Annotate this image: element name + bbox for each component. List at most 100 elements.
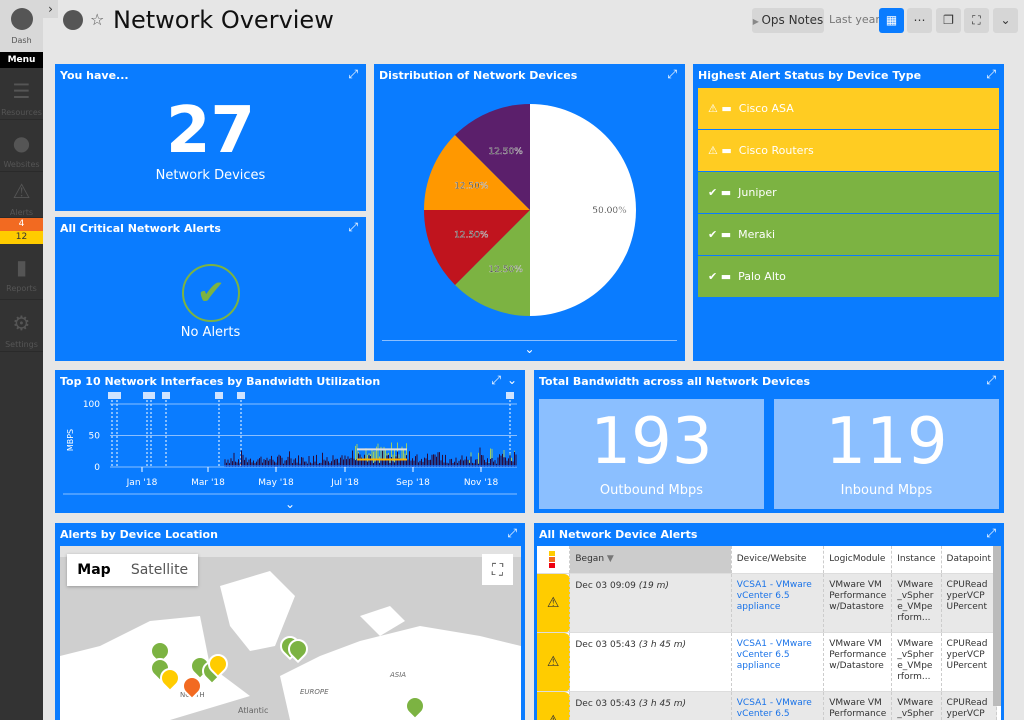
table-row[interactable]: ⚠ Dec 03 05:43 (3 h 45 m) VCSA1 - VMware…: [537, 691, 998, 720]
device-type-name: Juniper: [738, 186, 777, 199]
folder-icon: ▬: [721, 102, 732, 115]
sidebar-item-dash[interactable]: Dash: [0, 0, 43, 52]
instance-cell: VMware_vSphere_VMperform...: [891, 573, 942, 633]
map-canvas[interactable]: Map Satellite ⛶ EUROPE ASIA NORTH Atlant…: [60, 546, 521, 720]
dash-label: Dash: [11, 36, 32, 45]
dots-icon: ⋯: [913, 13, 926, 27]
device-type-row[interactable]: ⚠ ▬ Cisco Routers: [698, 130, 999, 171]
expand-icon[interactable]: ⤢: [507, 526, 517, 540]
x-tick-label: Mar '18: [191, 478, 225, 488]
widget-title: All Network Device Alerts: [539, 528, 698, 541]
column-datapoint[interactable]: Datapoint: [941, 546, 998, 574]
warning-count-badge[interactable]: 12: [0, 231, 43, 244]
device-count-label: Network Devices: [155, 168, 266, 183]
column-logicmodule[interactable]: LogicModule: [823, 546, 893, 574]
device-type-name: Cisco Routers: [738, 144, 814, 157]
map-fullscreen-button[interactable]: ⛶: [482, 554, 513, 585]
dashboard-options-button[interactable]: ⋯: [907, 8, 932, 33]
table-scrollbar[interactable]: [993, 546, 1001, 706]
map-type-control: Map Satellite: [67, 554, 198, 586]
document-icon: ▮: [15, 255, 27, 279]
annotation-marker: [162, 392, 170, 399]
favorite-star-icon[interactable]: ☆: [90, 10, 105, 29]
more-button[interactable]: ⌄: [993, 8, 1018, 33]
expand-icon[interactable]: ⤢: [986, 67, 996, 81]
expand-sidebar-button[interactable]: ›: [43, 0, 58, 18]
chevron-down-icon[interactable]: ⌄: [285, 497, 295, 510]
sort-desc-icon: ▼: [606, 554, 614, 564]
logicmodule-cell: VMware VM Performance w/Datastore: [823, 632, 893, 692]
inbound-value: 119: [825, 405, 948, 479]
instance-cell: VMware_vSphere_VMperform...: [891, 632, 942, 692]
severity-column-icon[interactable]: [537, 546, 571, 574]
folder-icon: ▬: [721, 144, 732, 157]
chevron-down-icon[interactable]: ⌄: [524, 342, 535, 356]
slides-icon: ❐: [943, 13, 954, 27]
device-type-row[interactable]: ⚠ ▬ Cisco ASA: [698, 88, 999, 129]
pie-slice[interactable]: [424, 135, 530, 210]
sidebar-item-reports[interactable]: ▮ Reports: [0, 244, 43, 300]
satellite-button[interactable]: Satellite: [130, 562, 189, 578]
column-instance[interactable]: Instance: [891, 546, 942, 574]
error-count-badge[interactable]: 4: [0, 218, 43, 231]
expand-icon[interactable]: ⤢: [491, 373, 501, 387]
pie-slice[interactable]: [424, 210, 530, 285]
expand-icon[interactable]: ⤢: [667, 67, 677, 81]
began-time: Dec 03 05:43: [575, 640, 636, 650]
expand-icon[interactable]: ⤢: [986, 526, 996, 540]
pie-slice[interactable]: [530, 104, 636, 316]
y-tick-label: 50: [89, 432, 101, 442]
bandwidth-chart: 100 50 0 MBPS Jan '18 Mar '18 May '18 Jul '18 Se…: [63, 392, 517, 510]
device-type-row[interactable]: ✔ ▬ Palo Alto: [698, 256, 999, 297]
device-link[interactable]: VCSA1 - VMware vCenter 6.5: [736, 698, 812, 719]
logicmodule-cell: VMware VM Performance w/Datastore: [823, 573, 893, 633]
expand-icon[interactable]: ⤢: [986, 373, 996, 387]
device-type-name: Cisco ASA: [738, 102, 794, 115]
elapsed: (3 h 45 m): [638, 640, 687, 650]
menu-label[interactable]: Menu: [0, 52, 43, 68]
device-link[interactable]: VCSA1 - VMware vCenter 6.5 appliance: [736, 639, 812, 671]
outbound-tile: 193 Outbound Mbps: [539, 399, 764, 509]
widget-title: You have...: [60, 69, 129, 82]
map-button[interactable]: Map: [77, 562, 111, 578]
pie-label: 50.00%: [592, 206, 627, 216]
elapsed: (3 h 45 m): [638, 699, 687, 709]
annotation-marker: [108, 392, 116, 399]
widget-map: Alerts by Device Location ⤢ Map Satellit…: [55, 523, 525, 720]
slideshow-button[interactable]: ❐: [936, 8, 961, 33]
sidebar-item-alerts[interactable]: ⚠ Alerts: [0, 172, 43, 218]
calendar-button[interactable]: ▦: [879, 8, 904, 33]
annotation-marker: [215, 392, 223, 399]
device-link[interactable]: VCSA1 - VMware vCenter 6.5 appliance: [736, 580, 812, 612]
label: Reports: [6, 284, 37, 293]
pie-slice[interactable]: [455, 210, 530, 316]
widget-all-alerts: All Network Device Alerts ⤢ Began ▼ Devi…: [534, 523, 1004, 720]
device-type-row[interactable]: ✔ ▬ Juniper: [698, 172, 999, 213]
alerts-table: Began ▼ Device/Website LogicModule Insta…: [537, 546, 998, 720]
chevron-down-icon[interactable]: ⌄: [506, 373, 517, 387]
warning-icon: ⚠: [537, 632, 571, 692]
began-time: Dec 03 05:43: [575, 699, 636, 709]
pie-slice[interactable]: [455, 104, 530, 210]
expand-icon[interactable]: ⤢: [348, 67, 358, 81]
device-type-row[interactable]: ✔ ▬ Meraki: [698, 214, 999, 255]
table-row[interactable]: ⚠ Dec 03 09:09 (19 m) VCSA1 - VMware vCe…: [537, 573, 998, 633]
gear-icon: ⚙: [12, 311, 31, 335]
map-label-europe: EUROPE: [300, 688, 329, 696]
label: Settings: [5, 340, 38, 349]
column-device[interactable]: Device/Website: [731, 546, 825, 574]
sidebar-item-settings[interactable]: ⚙ Settings: [0, 300, 43, 352]
folder-icon: ▬: [720, 186, 732, 199]
widget-you-have: You have... ⤢ 27 Network Devices: [55, 64, 366, 211]
x-tick-label: Jul '18: [330, 478, 359, 488]
table-row[interactable]: ⚠ Dec 03 05:43 (3 h 45 m) VCSA1 - VMware…: [537, 632, 998, 692]
sidebar-item-websites[interactable]: ● Websites: [0, 120, 43, 172]
fullscreen-button[interactable]: ⛶: [964, 8, 989, 33]
expand-icon[interactable]: ⤢: [348, 220, 358, 234]
column-began[interactable]: Began ▼: [569, 546, 732, 574]
ops-notes-button[interactable]: ▶ Ops Notes: [752, 8, 824, 33]
widget-title: Alerts by Device Location: [60, 528, 218, 541]
sidebar-item-resources[interactable]: ☰ Resources: [0, 68, 43, 120]
widget-top10-interfaces: Top 10 Network Interfaces by Bandwidth U…: [55, 370, 525, 513]
table-header: Began ▼ Device/Website LogicModule Insta…: [537, 546, 998, 574]
